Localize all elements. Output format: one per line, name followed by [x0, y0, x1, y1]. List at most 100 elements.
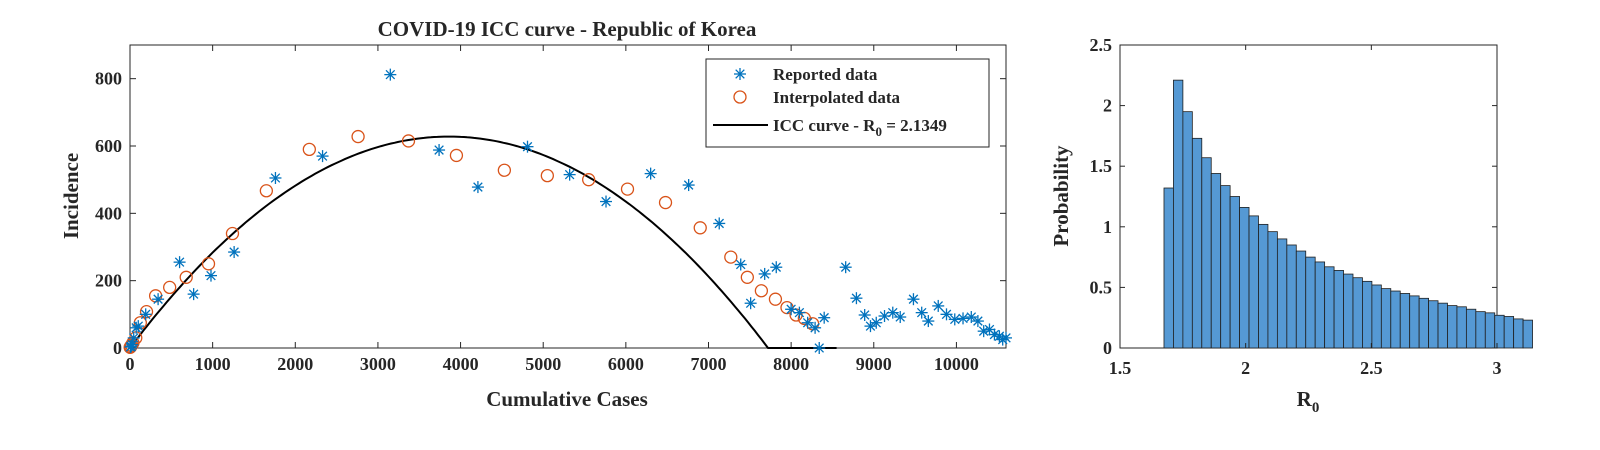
reported-point: [228, 246, 241, 259]
reported-point: [433, 144, 446, 157]
reported-point: [932, 299, 945, 312]
reported-point: [907, 293, 920, 306]
histogram-bar: [1229, 196, 1240, 349]
reported-point: [152, 293, 165, 306]
interpolated-point: [259, 184, 274, 198]
reported-point: [644, 167, 657, 180]
legend-marker-interpolated: [733, 90, 747, 104]
hist-y-tick-label: 2: [1103, 96, 1112, 116]
histogram-bar: [1428, 300, 1439, 349]
icc-curve-layer: [129, 135, 837, 349]
hist-x-tick-label: 1.5: [1109, 358, 1132, 378]
legend-box: [705, 58, 990, 148]
histogram-bar: [1343, 273, 1354, 349]
y-tick-label: 600: [95, 136, 122, 156]
reported-point: [850, 292, 863, 305]
histogram-bar: [1267, 231, 1278, 349]
hist-axes-ticks: 1.5 2 2.5 3 0 0.5 1 1.5 2 2.5: [1090, 35, 1502, 378]
histogram-bar: [1248, 215, 1259, 349]
icc-y-axis-label: Incidence: [59, 153, 83, 239]
interpolated-point: [540, 168, 554, 183]
reported-point: [471, 181, 484, 194]
interpolated-point: [201, 257, 216, 271]
histogram-bar: [1220, 185, 1231, 349]
reported-point: [713, 217, 726, 230]
histogram-bar: [1484, 312, 1496, 349]
histogram-bar: [1352, 277, 1363, 349]
interpolated-point: [351, 129, 365, 144]
reported-point: [886, 306, 899, 319]
reported-point: [1000, 331, 1012, 344]
interpolated-point: [302, 142, 316, 157]
r0-histogram-chart: 1.5 2 2.5 3 0 0.5 1 1.5 2 2.5 Probability R0: [1049, 35, 1533, 416]
histogram-bar: [1191, 137, 1203, 349]
histogram-bar: [1210, 173, 1222, 349]
reported-point: [818, 311, 831, 324]
hist-x-tick-label: 2: [1241, 358, 1250, 378]
histogram-bar: [1399, 293, 1411, 349]
reported-point: [813, 342, 826, 354]
interpolated-point: [740, 270, 754, 284]
reported-points: [124, 68, 1012, 354]
histogram-bar: [1314, 261, 1326, 349]
reported-point: [600, 195, 613, 208]
x-tick-label: 0: [126, 354, 135, 374]
interpolated-point: [163, 280, 177, 295]
reported-point: [940, 308, 953, 321]
histogram-bar: [1295, 250, 1307, 349]
histogram-bar: [1286, 244, 1297, 349]
histogram-bar: [1456, 306, 1467, 349]
legend-label-interpolated: Interpolated data: [773, 88, 901, 107]
reported-point: [127, 331, 140, 344]
reported-point: [915, 306, 928, 319]
x-tick-label: 2000: [277, 354, 313, 374]
reported-point: [858, 309, 871, 322]
interpolated-point: [497, 163, 512, 177]
histogram-bar: [1380, 288, 1392, 349]
reported-point: [173, 256, 186, 269]
interpolated-point: [768, 292, 783, 306]
y-tick-label: 0: [113, 338, 122, 358]
reported-point: [965, 311, 978, 324]
reported-point: [793, 306, 806, 319]
y-tick-label: 200: [95, 271, 122, 291]
histogram-bar: [1201, 157, 1212, 349]
reported-point: [922, 315, 935, 328]
histogram-bar: [1494, 314, 1505, 349]
y-tick-label: 800: [95, 69, 122, 89]
x-tick-label: 6000: [608, 354, 644, 374]
histogram-bar: [1465, 308, 1477, 349]
interpolated-point: [225, 226, 240, 241]
reported-point: [139, 308, 152, 321]
icc-chart: COVID-19 ICC curve - Republic of Korea 0…: [59, 17, 1012, 411]
interpolated-point: [449, 148, 464, 163]
hist-x-tick-label: 3: [1493, 358, 1502, 378]
histogram-bar: [1182, 111, 1193, 349]
histogram-bar: [1362, 280, 1373, 349]
reported-point: [187, 288, 200, 301]
icc-x-axis-label: Cumulative Cases: [486, 387, 648, 411]
histogram-bar: [1390, 290, 1401, 349]
x-tick-label: 8000: [773, 354, 809, 374]
legend-marker-reported: [734, 68, 746, 80]
hist-y-tick-label: 0: [1103, 338, 1112, 358]
histogram-bar: [1447, 305, 1458, 349]
reported-point: [988, 328, 1001, 341]
y-tick-label: 400: [95, 203, 122, 223]
reported-point: [809, 321, 822, 334]
x-tick-label: 3000: [360, 354, 396, 374]
interpolated-point: [582, 173, 596, 187]
reported-point: [682, 179, 695, 192]
interpolated-point: [658, 195, 673, 210]
hist-y-tick-label: 1.5: [1090, 156, 1113, 176]
histogram-bar: [1503, 316, 1515, 349]
x-tick-label: 10000: [934, 354, 979, 374]
histogram-bar: [1163, 187, 1174, 349]
reported-point: [744, 297, 757, 310]
histogram-bar: [1437, 302, 1448, 349]
reported-point: [734, 258, 747, 271]
histogram-bar: [1371, 284, 1382, 349]
legend-asterisk: [734, 68, 746, 80]
reported-point: [269, 171, 282, 184]
